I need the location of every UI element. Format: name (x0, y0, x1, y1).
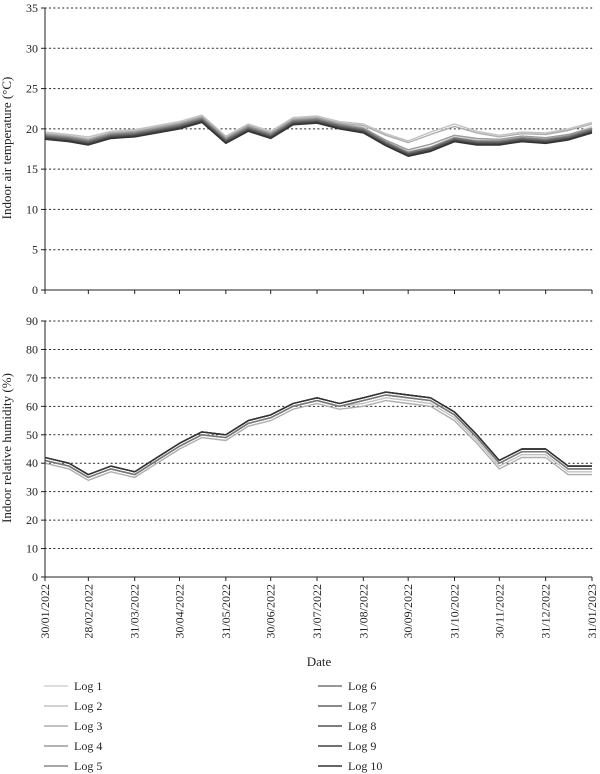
date-tick-label: 31/10/2022 (448, 584, 462, 639)
humidity-y-tick-label: 60 (26, 399, 38, 413)
legend-label: Log 10 (348, 759, 382, 773)
date-tick-label: 31/07/2022 (310, 584, 324, 639)
temperature-series-line-log-1 (44, 115, 593, 153)
temperature-series-line-log-5 (44, 117, 593, 153)
humidity-y-tick-label: 40 (26, 456, 38, 470)
legend-label: Log 6 (348, 679, 376, 693)
humidity-y-tick-label: 50 (26, 428, 38, 442)
humidity-y-tick-label: 90 (26, 314, 38, 328)
date-tick-label: 30/06/2022 (264, 584, 278, 639)
humidity-series-line-log-10 (44, 391, 592, 476)
humidity-axes: 0 10 20 30 40 50 60 70 80 90 (26, 314, 593, 584)
humidity-y-axis-label: Indoor relative humidity (%) (0, 373, 14, 523)
legend-label: Log 3 (74, 719, 102, 733)
legend-label: Log 4 (74, 739, 102, 753)
temperature-y-tick-label: 35 (26, 1, 38, 15)
date-tick-label: 31/12/2022 (539, 584, 553, 639)
legend-label: Log 8 (348, 719, 376, 733)
temperature-grid (44, 7, 593, 251)
temperature-y-tick-label: 15 (26, 162, 38, 176)
humidity-series-line-log-2 (44, 397, 592, 479)
humidity-series-line-log-1 (44, 394, 592, 479)
legend-label: Log 2 (74, 699, 102, 713)
legend-label: Log 7 (348, 699, 376, 713)
temperature-series-line-log-4 (44, 116, 593, 151)
temperature-series-line-log-9 (44, 120, 593, 157)
temperature-series-group (44, 114, 593, 158)
humidity-series-line-log-6 (44, 394, 592, 479)
humidity-grid (44, 320, 593, 550)
date-tick-label: 31/05/2022 (219, 584, 233, 639)
legend-label: Log 5 (74, 759, 102, 773)
temperature-y-tick-label: 30 (26, 41, 38, 55)
humidity-series-line-log-3 (44, 399, 592, 481)
legend-label: Log 9 (348, 739, 376, 753)
humidity-panel: 0 10 20 30 40 50 60 70 80 90 Indoor relative humi… (0, 314, 593, 584)
temperature-y-axis-label: Indoor air temperature (°C) (0, 77, 14, 220)
temperature-series-line-log-2 (44, 114, 593, 142)
humidity-y-tick-label: 30 (26, 485, 38, 499)
date-tick-label: 30/04/2022 (173, 584, 187, 639)
date-tick-label: 28/02/2022 (81, 584, 95, 639)
date-tick-label: 31/08/2022 (356, 584, 370, 639)
legend-label: Log 1 (74, 679, 102, 693)
temperature-series-line-log-7 (44, 119, 593, 155)
temperature-y-tick-label: 0 (32, 283, 38, 297)
humidity-y-tick-label: 80 (26, 342, 38, 356)
humidity-series-line-log-4 (44, 394, 592, 479)
temperature-y-tick-label: 5 (32, 243, 38, 257)
date-tick-label: 31/01/2023 (585, 584, 599, 639)
temperature-axes: 0 5 10 15 20 25 30 35 (26, 1, 593, 297)
temperature-y-tick-label: 10 (26, 202, 38, 216)
temperature-panel: 0 5 10 15 20 25 30 35 Indoor air temperature (°… (0, 1, 593, 297)
temperature-y-tick-label: 20 (26, 122, 38, 136)
humidity-y-tick-label: 0 (32, 570, 38, 584)
date-tick-labels: 30/01/2022 28/02/2022 31/03/2022 30/04/2022… (38, 584, 599, 639)
legend: Log 1 Log 2 Log 3 Log 4 Log 5 Log 6 Log 7 Log 8… (44, 679, 382, 773)
date-tick-label: 31/03/2022 (128, 584, 142, 639)
humidity-series-line-log-5 (44, 394, 592, 479)
date-tick-label: 30/11/2022 (492, 584, 506, 638)
date-x-axis-label: Date (307, 654, 332, 669)
humidity-y-tick-label: 20 (26, 513, 38, 527)
humidity-y-tick-label: 70 (26, 371, 38, 385)
temperature-series-line-log-10 (44, 121, 593, 158)
temperature-series-line-log-3 (44, 116, 593, 144)
date-tick-label: 30/01/2022 (38, 584, 52, 639)
temperature-series-line-log-6 (44, 118, 593, 154)
temperature-y-tick-label: 25 (26, 82, 38, 96)
humidity-y-tick-label: 10 (26, 542, 38, 556)
temperature-series-line-log-8 (44, 120, 593, 156)
humidity-series-group (44, 391, 592, 481)
date-tick-label: 30/09/2022 (401, 584, 415, 639)
